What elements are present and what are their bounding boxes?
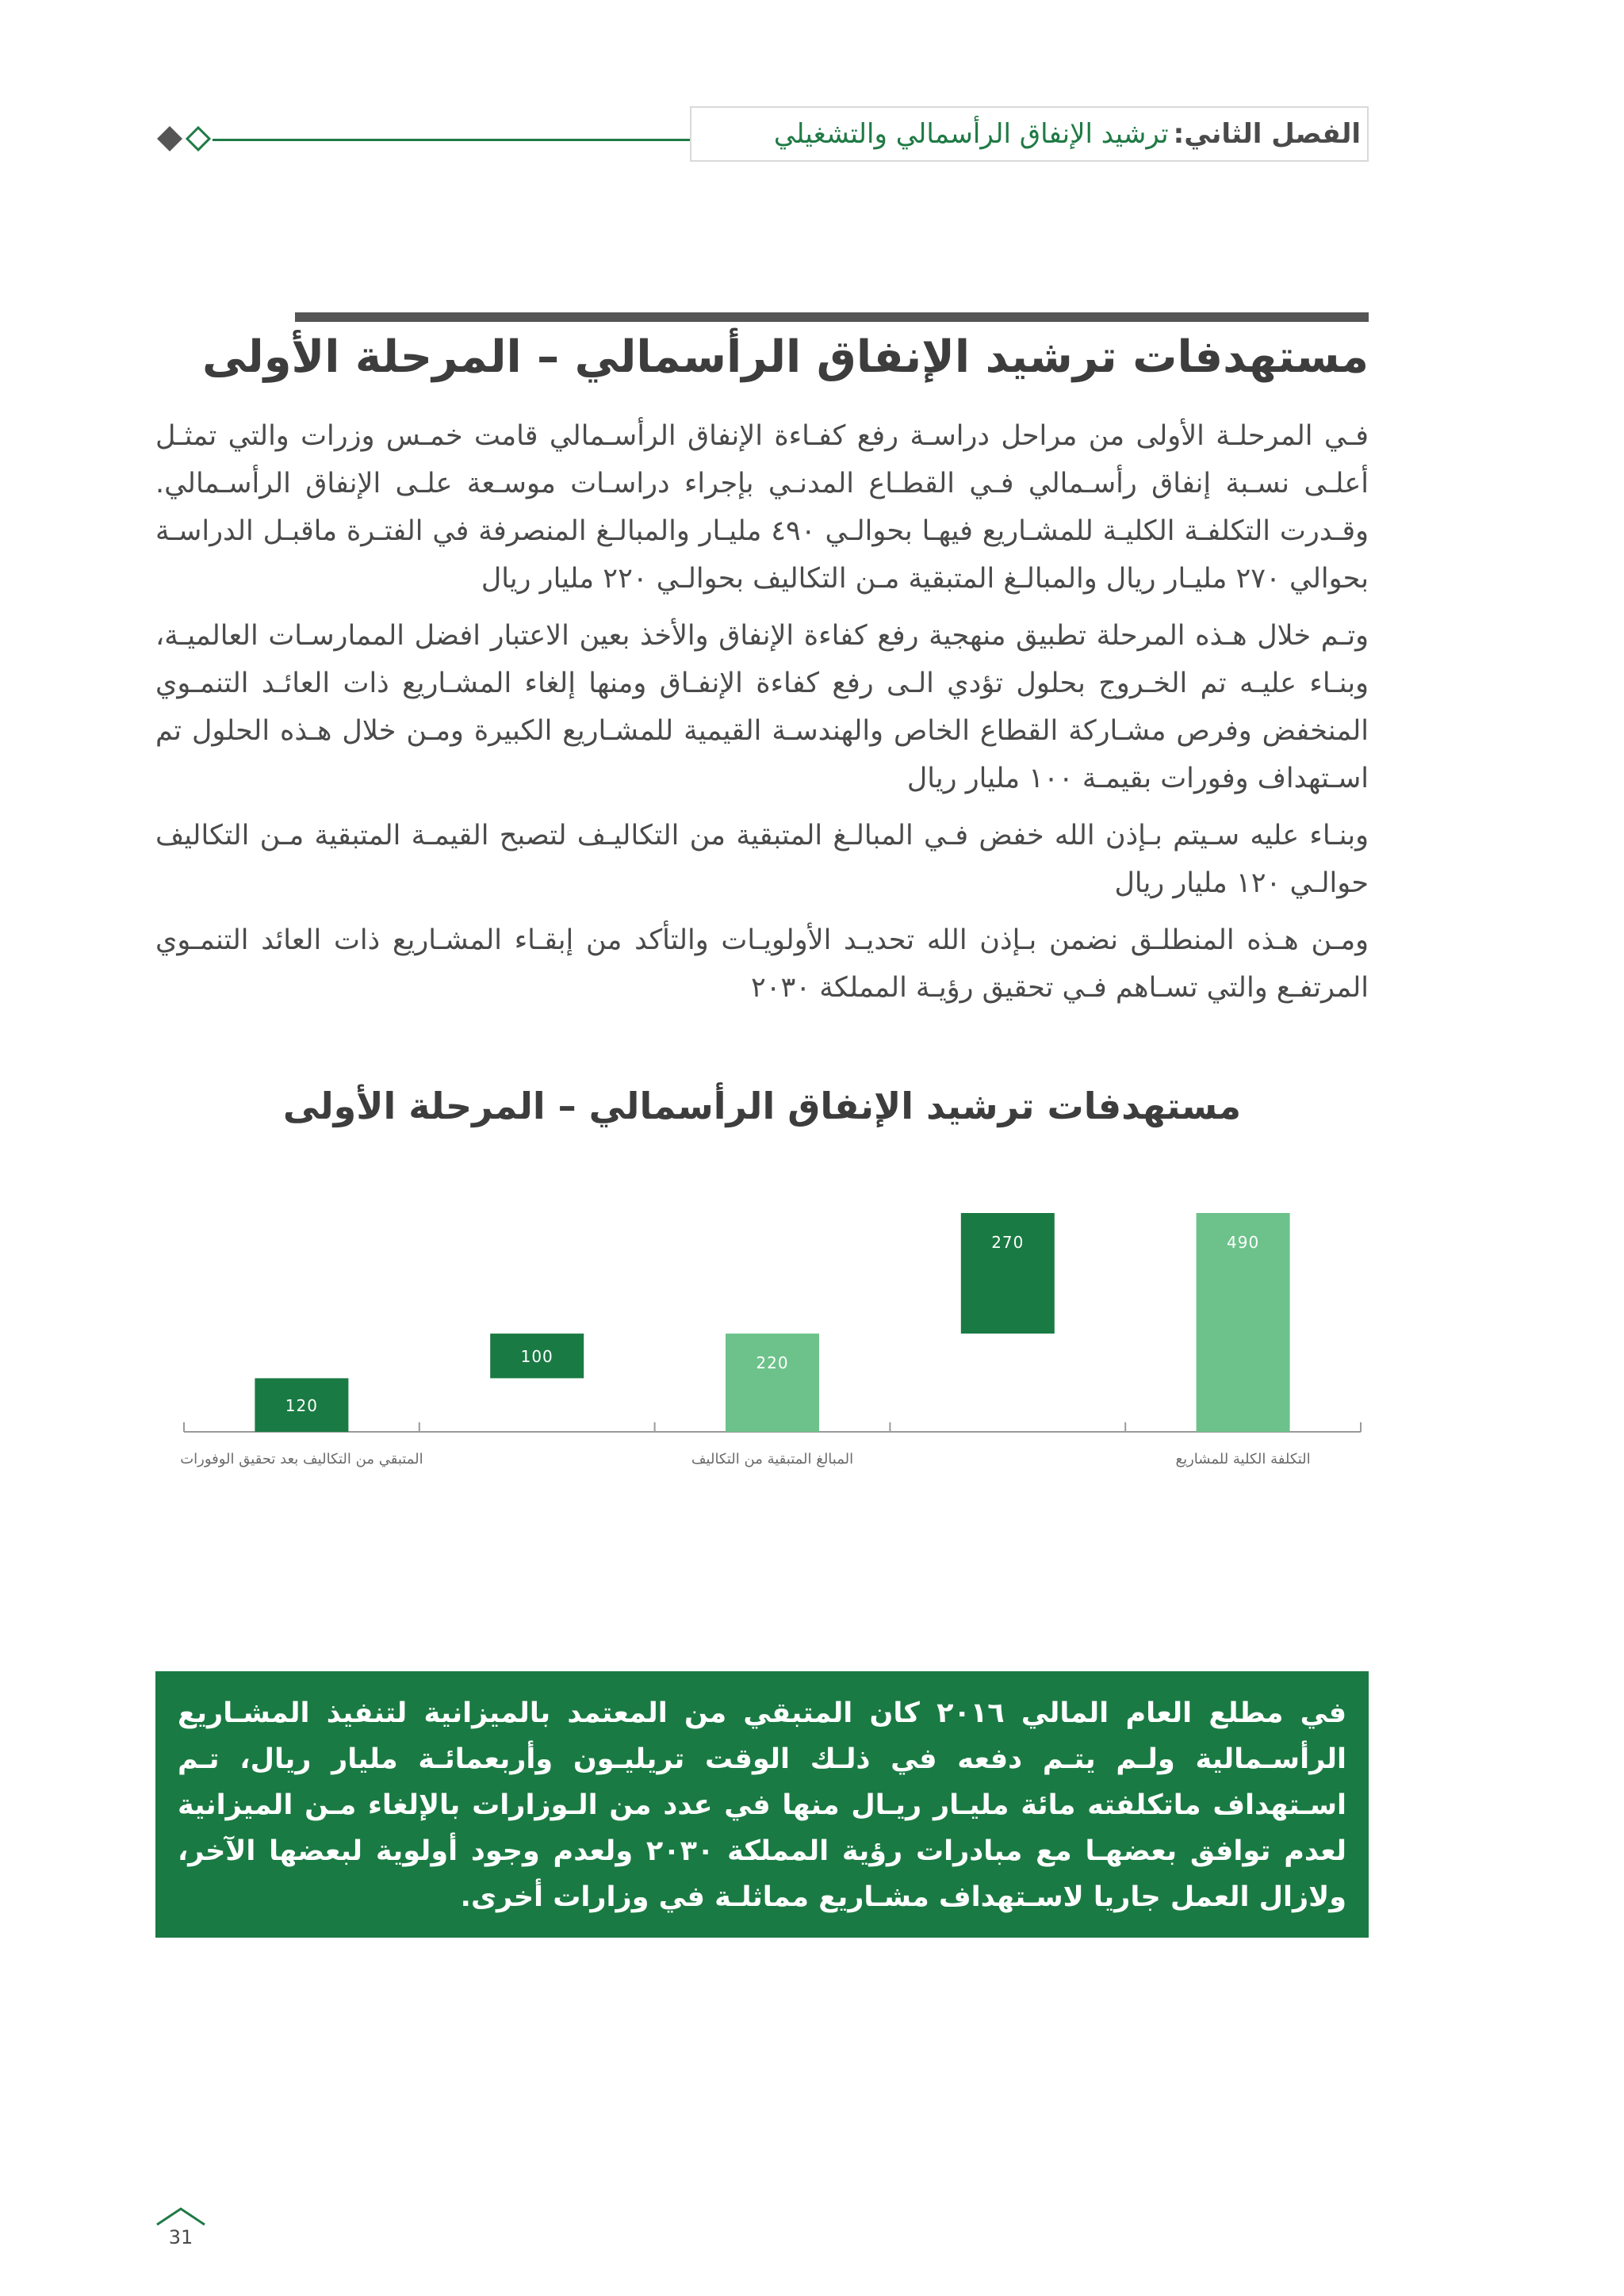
chapter-header: الفصل الثاني: ترشيد الإنفاق الرأسمالي وا… — [690, 106, 1369, 162]
chapter-label: الفصل الثاني: — [1173, 118, 1361, 150]
chapter-title: ترشيد الإنفاق الرأسمالي والتشغيلي — [773, 118, 1169, 150]
chart-title: مستهدفات ترشيد الإنفاق الرأسمالي – المرح… — [282, 1085, 1242, 1127]
section-title: مستهدفات ترشيد الإنفاق الرأسمالي – المرح… — [202, 331, 1369, 383]
paragraph: ومـن هـذه المنطلـق نضمن بـإذن الله تحديـ… — [155, 924, 1369, 1004]
paragraph: وتـم خلال هـذه المرحلة تطبيق منهجية رفع … — [155, 620, 1369, 794]
chart-data-label: 120 — [285, 1396, 318, 1415]
chart-bar — [490, 1334, 584, 1379]
note-box: في مطلع العام المالي ٢٠١٦ كان المتبقي من… — [155, 1671, 1369, 1938]
header-rule — [213, 139, 691, 141]
chart-data-label: 270 — [991, 1233, 1024, 1252]
paragraph: وبنـاء عليه سـيتم بـإذن الله خفض فـي الم… — [155, 820, 1369, 899]
chart-bar — [255, 1378, 349, 1432]
chart-data-label: 220 — [756, 1353, 788, 1372]
waterfall-chart: 120 100 220 270 490 المتبقي من التكاليف بعد ت… — [155, 1189, 1369, 1494]
x-tick-label: المتبقي من التكاليف بعد تحقيق الوفورات — [180, 1451, 423, 1468]
chart-data-label: 100 — [521, 1347, 553, 1366]
paragraph: فـي المرحلـة الأولى من مراحل دراسـة رفع … — [155, 420, 1369, 595]
header-diamonds-icon — [155, 124, 219, 159]
note-text: في مطلع العام المالي ٢٠١٦ كان المتبقي من… — [178, 1697, 1347, 1913]
x-tick-label: المبالغ المتبقية من التكاليف — [691, 1451, 853, 1468]
chart-bar — [960, 1213, 1055, 1334]
page-number: 31 — [168, 2226, 193, 2248]
body-text: فـي المرحلـة الأولى من مراحل دراسـة رفع … — [155, 412, 1369, 1021]
chart-bar — [726, 1334, 819, 1432]
x-tick-label: التكلفة الكلية للمشاريع — [1176, 1451, 1311, 1468]
section-title-bar — [295, 312, 1369, 322]
chart-bar — [1196, 1213, 1290, 1432]
page-chevron-icon — [155, 2207, 206, 2229]
chart-data-label: 490 — [1227, 1233, 1259, 1252]
